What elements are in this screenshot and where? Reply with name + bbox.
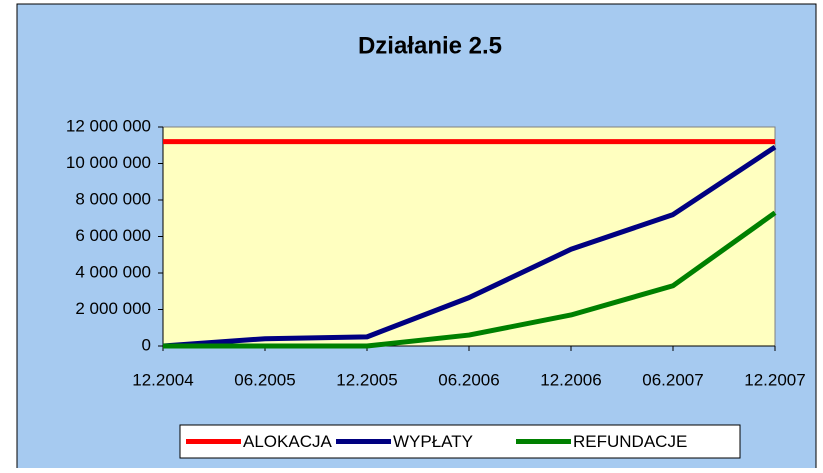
x-tick-label: 06.2007 [642, 370, 703, 389]
plot-area [162, 126, 776, 347]
y-tick-label: 12 000 000 [66, 116, 151, 135]
y-tick-label: 2 000 000 [75, 299, 151, 318]
x-tick-label: 12.2006 [540, 370, 601, 389]
y-tick-label: 0 [142, 335, 151, 354]
legend-box [179, 424, 741, 459]
chart-title: Działanie 2.5 [358, 32, 502, 59]
x-tick-label: 12.2007 [744, 370, 805, 389]
x-tick-label: 12.2004 [132, 370, 193, 389]
x-tick-label: 06.2006 [438, 370, 499, 389]
y-tick-label: 4 000 000 [75, 262, 151, 281]
y-tick-label: 10 000 000 [66, 153, 151, 172]
legend-label: WYPŁATY [393, 432, 473, 451]
y-tick-label: 6 000 000 [75, 226, 151, 245]
series-line [163, 210, 777, 349]
y-tick-label: 8 000 000 [75, 189, 151, 208]
series-line [162, 144, 777, 349]
x-tick-label: 12.2005 [336, 370, 397, 389]
legend-label: ALOKACJA [243, 432, 332, 451]
x-tick-label: 06.2005 [234, 370, 295, 389]
legend-label: REFUNDACJE [573, 432, 687, 451]
